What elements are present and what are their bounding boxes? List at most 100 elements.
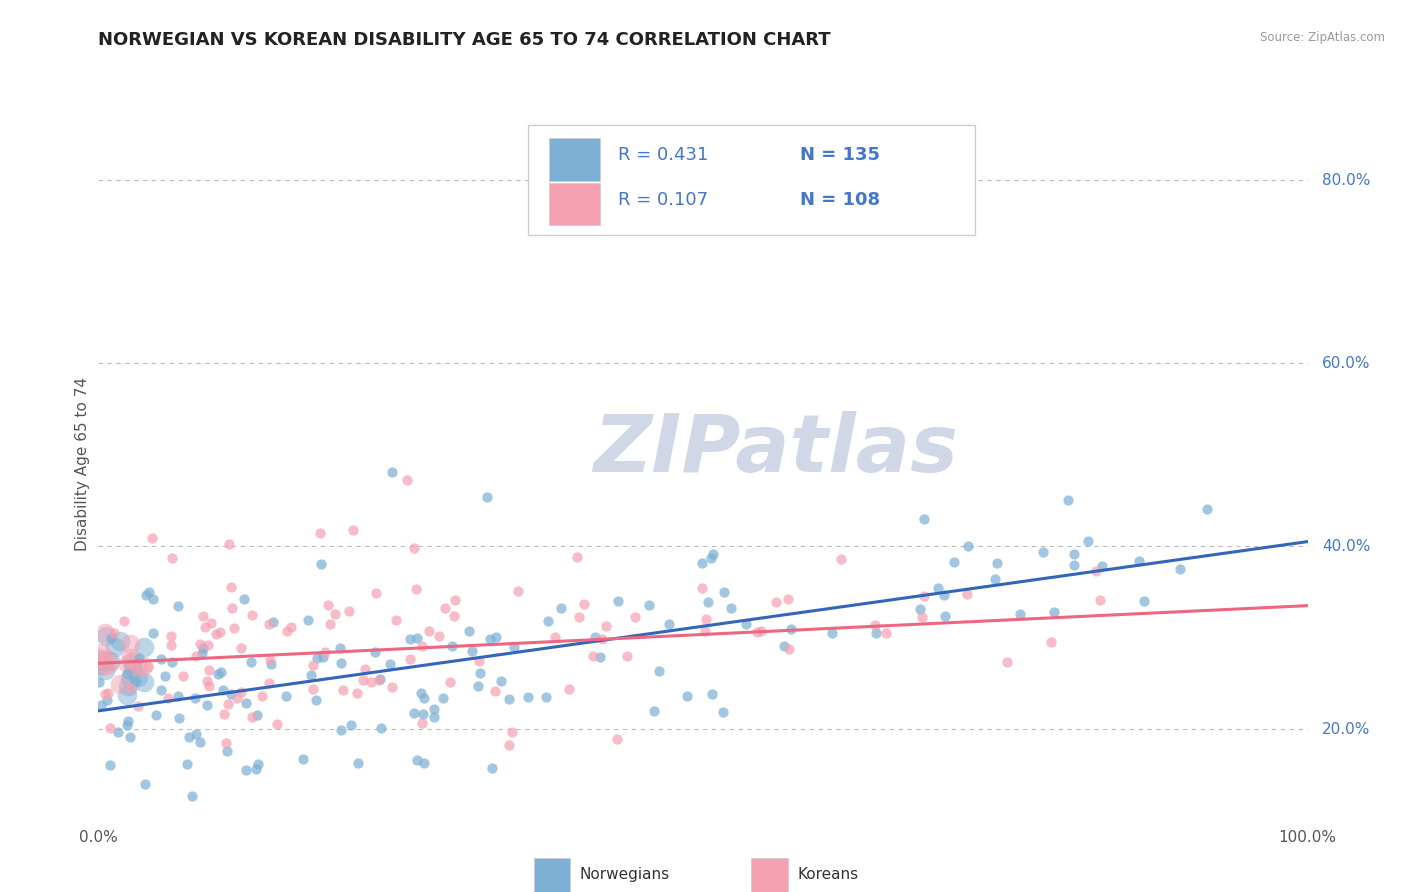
Point	[690, 556, 713, 570]
Point	[1040, 634, 1063, 648]
Point	[162, 551, 184, 566]
Point	[467, 679, 489, 693]
Point	[184, 690, 207, 705]
Point	[120, 681, 142, 695]
Point	[212, 683, 235, 698]
Point	[433, 601, 456, 615]
Point	[779, 622, 801, 636]
FancyBboxPatch shape	[751, 858, 787, 892]
Point	[550, 601, 572, 615]
Point	[90, 646, 112, 660]
Point	[89, 651, 111, 665]
Point	[150, 683, 173, 698]
Point	[406, 632, 429, 646]
Point	[115, 666, 138, 681]
Point	[90, 698, 112, 713]
Point	[484, 683, 506, 698]
Text: Koreans: Koreans	[797, 867, 859, 881]
Point	[720, 601, 742, 615]
Point	[291, 752, 314, 766]
Point	[200, 615, 222, 630]
Point	[912, 589, 935, 603]
Point	[219, 687, 242, 701]
Point	[209, 665, 232, 680]
Point	[332, 683, 354, 698]
Point	[91, 658, 114, 673]
Point	[957, 539, 980, 553]
Point	[342, 523, 364, 537]
Text: N = 108: N = 108	[800, 191, 880, 209]
Point	[567, 550, 589, 565]
Point	[713, 584, 735, 599]
Point	[360, 675, 382, 690]
Point	[537, 614, 560, 628]
Point	[217, 697, 239, 711]
FancyBboxPatch shape	[550, 184, 600, 226]
Point	[418, 624, 440, 638]
Point	[568, 609, 591, 624]
Text: 40.0%: 40.0%	[1322, 539, 1371, 554]
Point	[470, 666, 492, 681]
Text: 60.0%: 60.0%	[1322, 356, 1371, 371]
Point	[217, 744, 239, 758]
Point	[695, 624, 717, 638]
Point	[145, 708, 167, 723]
Point	[160, 629, 183, 643]
Point	[583, 630, 606, 644]
Point	[195, 674, 218, 689]
FancyBboxPatch shape	[527, 125, 976, 235]
Point	[233, 591, 256, 606]
Point	[927, 581, 949, 595]
Point	[478, 632, 501, 646]
Point	[153, 669, 176, 683]
Point	[319, 617, 342, 632]
Point	[212, 706, 235, 721]
Point	[423, 710, 446, 724]
Point	[702, 687, 724, 701]
Point	[1088, 593, 1111, 607]
Point	[1043, 605, 1066, 619]
Point	[90, 653, 112, 667]
Point	[118, 671, 141, 685]
Point	[582, 648, 605, 663]
Point	[443, 609, 465, 624]
Point	[1168, 562, 1191, 576]
Point	[616, 648, 638, 663]
Point	[120, 650, 142, 665]
Point	[402, 541, 425, 556]
Point	[176, 757, 198, 772]
Point	[501, 725, 523, 739]
Point	[117, 657, 139, 671]
Point	[398, 652, 420, 666]
FancyBboxPatch shape	[534, 858, 569, 892]
Point	[226, 691, 249, 706]
Point	[138, 660, 160, 674]
Point	[208, 624, 231, 639]
Point	[432, 690, 454, 705]
Point	[307, 651, 329, 665]
Point	[690, 582, 713, 596]
Point	[172, 668, 194, 682]
Point	[96, 653, 118, 667]
Point	[457, 624, 479, 638]
Point	[134, 674, 156, 689]
Point	[443, 593, 465, 607]
Point	[395, 473, 418, 487]
Point	[276, 624, 298, 638]
Point	[222, 621, 245, 635]
Point	[411, 716, 433, 731]
Point	[700, 550, 723, 565]
Point	[89, 658, 111, 673]
Point	[411, 640, 433, 654]
Point	[413, 691, 436, 706]
Point	[194, 620, 217, 634]
Point	[240, 607, 263, 622]
Point	[378, 657, 401, 671]
Point	[150, 652, 173, 666]
Point	[160, 655, 183, 669]
Point	[323, 607, 346, 621]
Point	[405, 582, 427, 596]
Point	[141, 531, 163, 545]
Point	[932, 588, 955, 602]
Point	[398, 632, 420, 646]
